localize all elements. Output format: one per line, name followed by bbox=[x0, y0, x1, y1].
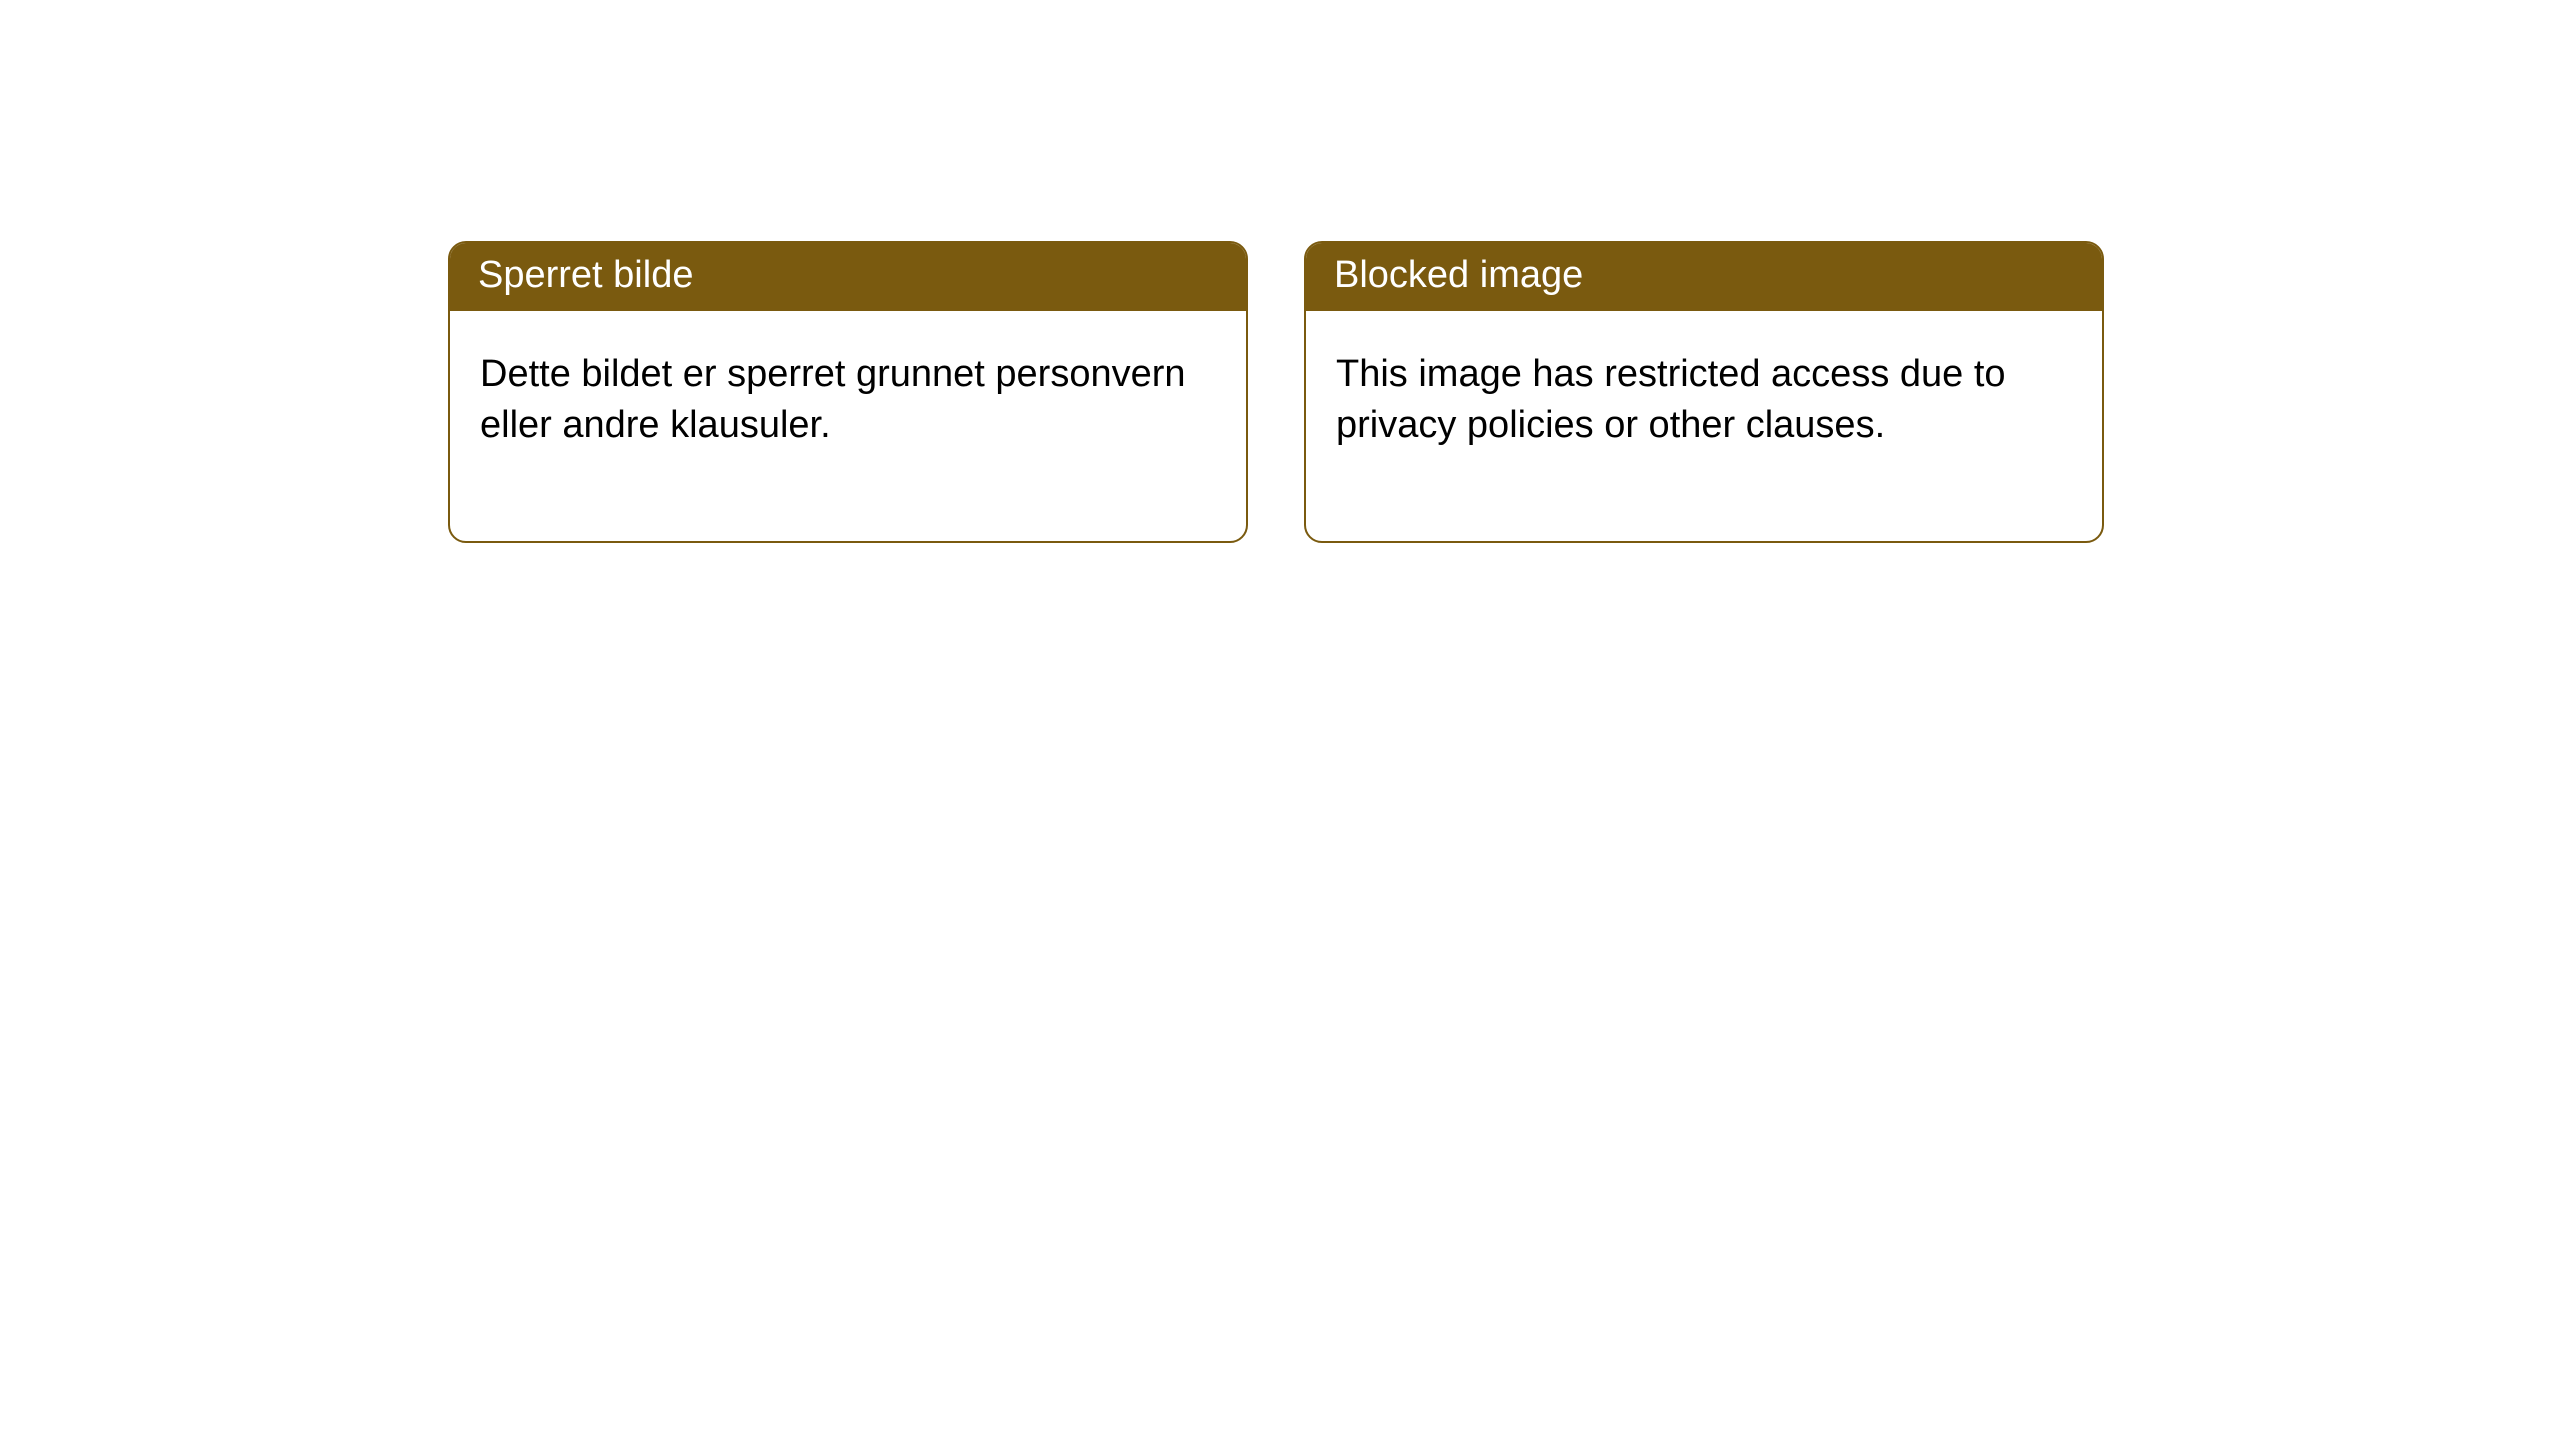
notice-card-norwegian: Sperret bilde Dette bildet er sperret gr… bbox=[448, 241, 1248, 543]
notice-body: Dette bildet er sperret grunnet personve… bbox=[450, 311, 1246, 542]
notice-body: This image has restricted access due to … bbox=[1306, 311, 2102, 542]
notice-card-english: Blocked image This image has restricted … bbox=[1304, 241, 2104, 543]
notice-header: Sperret bilde bbox=[450, 243, 1246, 311]
notice-header: Blocked image bbox=[1306, 243, 2102, 311]
notice-container: Sperret bilde Dette bildet er sperret gr… bbox=[0, 0, 2560, 543]
